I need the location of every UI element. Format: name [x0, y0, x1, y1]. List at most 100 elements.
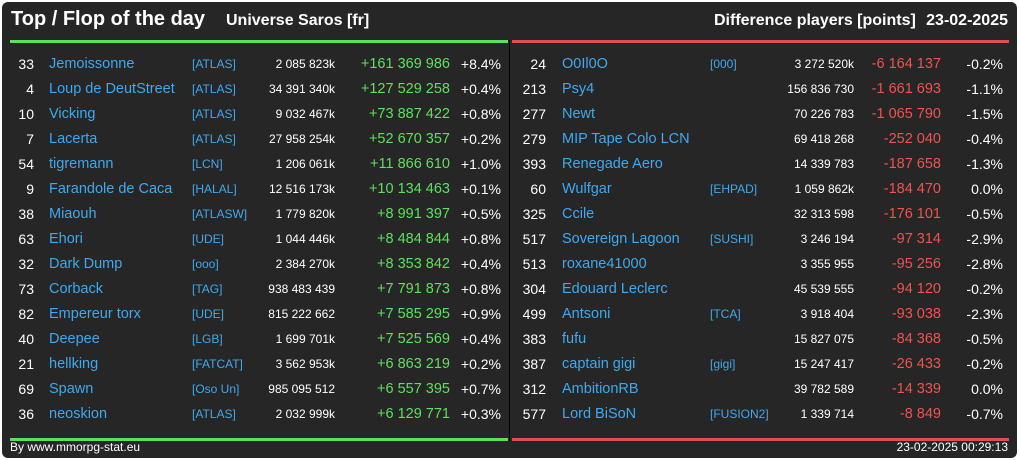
player-name-link[interactable]: tigremann — [49, 156, 114, 172]
alliance-tag-link[interactable]: [ATLAS] — [192, 407, 236, 421]
flop-row: 383 fufu 15 827 075 -84 368 -0.5% — [512, 327, 1009, 352]
alliance-tag-link[interactable]: [ATLAS] — [192, 107, 236, 121]
percent-cell: +0.1% — [460, 181, 501, 197]
top-row: 33 Jemoissonne [ATLAS] 2 085 823k +161 369 9… — [10, 52, 508, 77]
player-name-link[interactable]: roxane41000 — [562, 256, 647, 272]
top-row: 82 Empereur torx [UDE] 815 222 662 +7 585 29… — [10, 302, 508, 327]
points-cell: 69 418 268 — [793, 132, 854, 146]
flop-row: 325 Ccile 32 313 598 -176 101 -0.5% — [512, 202, 1009, 227]
points-cell: 32 313 598 — [793, 207, 854, 221]
alliance-tag-link[interactable]: [SUSHI] — [710, 232, 754, 246]
percent-cell: +0.2% — [460, 131, 501, 147]
player-name-link[interactable]: Renegade Aero — [562, 156, 663, 172]
difference-cell: -184 470 — [883, 181, 941, 197]
flop-row: 279 MIP Tape Colo LCN 69 418 268 -252 040 -0… — [512, 127, 1009, 152]
player-name-link[interactable]: Empereur torx — [49, 306, 141, 322]
alliance-tag-link[interactable]: [FATCAT] — [192, 357, 243, 371]
player-name-link[interactable]: Lord BiSoN — [562, 406, 637, 422]
player-name-link[interactable]: Newt — [562, 106, 596, 122]
difference-cell: -187 658 — [883, 156, 941, 172]
player-name-link[interactable]: AmbitionRB — [562, 381, 639, 397]
flop-row: 312 AmbitionRB 39 782 589 -14 339 0.0% — [512, 377, 1009, 402]
player-name-link[interactable]: Loup de DeutStreet — [49, 81, 175, 97]
page-title: Top / Flop of the day — [11, 8, 206, 30]
alliance-tag-link[interactable]: [ATLAS] — [192, 132, 236, 146]
points-cell: 1 779 820k — [275, 207, 335, 221]
player-name-link[interactable]: Jemoissonne — [49, 56, 135, 72]
player-name-link[interactable]: MIP Tape Colo LCN — [562, 131, 690, 147]
percent-cell: -0.2% — [966, 281, 1003, 297]
player-name-link[interactable]: captain gigi — [562, 356, 636, 372]
difference-cell: +8 991 397 — [377, 206, 450, 222]
player-name-link[interactable]: Vicking — [49, 106, 96, 122]
difference-cell: -94 120 — [891, 281, 941, 297]
flop-row: 277 Newt 70 226 783 -1 065 790 -1.5% — [512, 102, 1009, 127]
difference-cell: +7 525 569 — [377, 331, 450, 347]
rank-cell: 82 — [18, 306, 34, 322]
alliance-tag-link[interactable]: [ooo] — [192, 257, 219, 271]
player-name-link[interactable]: Dark Dump — [49, 256, 123, 272]
points-cell: 15 247 417 — [793, 357, 854, 371]
alliance-tag-link[interactable]: [EHPAD] — [710, 182, 758, 196]
date-label: 23-02-2025 — [926, 12, 1008, 29]
points-cell: 156 836 730 — [787, 82, 854, 96]
rank-cell: 33 — [18, 56, 34, 72]
alliance-tag-link[interactable]: [000] — [710, 57, 737, 71]
flop-row: 213 Psy4 156 836 730 -1 661 693 -1.1% — [512, 77, 1009, 102]
alliance-tag-link[interactable]: [LGB] — [192, 332, 223, 346]
alliance-tag-link[interactable]: [FUSION2] — [710, 407, 769, 421]
top-row: 73 Corback [TAG] 938 483 439 +7 791 873 +0.8% — [10, 277, 508, 302]
difference-cell: +6 129 771 — [377, 406, 450, 422]
percent-cell: -0.5% — [966, 331, 1003, 347]
player-name-link[interactable]: Psy4 — [562, 81, 595, 97]
rank-cell: 213 — [522, 81, 546, 97]
alliance-tag-link[interactable]: [UDE] — [192, 307, 225, 321]
difference-cell: -26 433 — [891, 356, 941, 372]
difference-cell: +11 866 610 — [370, 156, 450, 172]
alliance-tag-link[interactable]: [ATLAS] — [192, 82, 236, 96]
top-row: 63 Ehori [UDE] 1 044 446k +8 484 844 +0.8% — [10, 227, 508, 252]
points-cell: 1 044 446k — [275, 232, 335, 246]
player-name-link[interactable]: Ehori — [49, 231, 83, 247]
flop-row: 513 roxane41000 3 355 955 -95 256 -2.8% — [512, 252, 1009, 277]
player-name-link[interactable]: fufu — [562, 331, 587, 347]
alliance-tag-link[interactable]: [Oso Un] — [192, 382, 240, 396]
player-name-link[interactable]: hellking — [49, 356, 99, 372]
alliance-tag-link[interactable]: [ATLASW] — [192, 207, 248, 221]
player-name-link[interactable]: Farandole de Caca — [49, 181, 173, 197]
percent-cell: -2.9% — [966, 231, 1003, 247]
rank-cell: 279 — [522, 131, 546, 147]
player-name-link[interactable]: Edouard Leclerc — [562, 281, 668, 297]
alliance-tag-link[interactable]: [TAG] — [192, 282, 223, 296]
player-name-link[interactable]: Lacerta — [49, 131, 98, 147]
percent-cell: -2.3% — [966, 306, 1003, 322]
percent-cell: -0.7% — [966, 406, 1003, 422]
alliance-tag-link[interactable]: [LCN] — [192, 157, 223, 171]
difference-cell: +52 670 357 — [368, 131, 450, 147]
universe-label: Universe Saros [fr] — [226, 12, 370, 29]
player-name-link[interactable]: Miaouh — [49, 206, 97, 222]
flop-row: 24 O0Il0O [000] 3 272 520k -6 164 137 -0.2% — [512, 52, 1009, 77]
player-name-link[interactable]: Antsoni — [562, 306, 611, 322]
player-name-link[interactable]: Ccile — [562, 206, 595, 222]
alliance-tag-link[interactable]: [TCA] — [710, 307, 741, 321]
player-name-link[interactable]: Corback — [49, 281, 103, 297]
alliance-tag-link[interactable]: [HALAL] — [192, 182, 237, 196]
player-name-link[interactable]: Wulfgar — [562, 181, 612, 197]
player-name-link[interactable]: neoskion — [49, 406, 108, 422]
player-name-link[interactable]: Spawn — [49, 381, 94, 397]
points-cell: 34 391 340k — [268, 82, 335, 96]
player-name-link[interactable]: O0Il0O — [562, 56, 608, 72]
points-cell: 15 827 075 — [793, 332, 854, 346]
player-name-link[interactable]: Sovereign Lagoon — [562, 231, 680, 247]
footer: By www.mmorpg-stat.eu 23-02-2025 00:29:1… — [2, 438, 1017, 458]
player-name-link[interactable]: Deepee — [49, 331, 100, 347]
alliance-tag-link[interactable]: [UDE] — [192, 232, 225, 246]
alliance-tag-link[interactable]: [gigi] — [710, 357, 736, 371]
top-row: 10 Vicking [ATLAS] 9 032 467k +73 887 422 +0.… — [10, 102, 508, 127]
alliance-tag-link[interactable]: [ATLAS] — [192, 57, 236, 71]
points-cell: 1 699 701k — [275, 332, 335, 346]
points-cell: 3 918 404 — [800, 307, 854, 321]
percent-cell: -1.3% — [966, 156, 1003, 172]
top-row: 9 Farandole de Caca [HALAL] 12 516 173k +10 … — [10, 177, 508, 202]
